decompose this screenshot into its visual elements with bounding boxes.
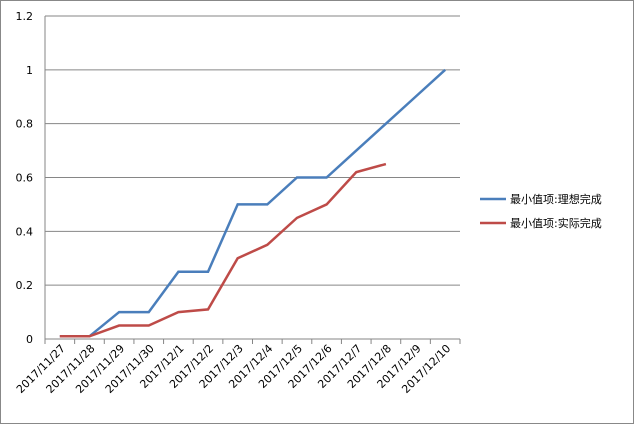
- y-tick-label: 0.4: [16, 225, 34, 238]
- y-tick-label: 1: [26, 64, 33, 77]
- y-tick-label: 0.6: [16, 172, 34, 185]
- series-line: [59, 68, 447, 338]
- y-tick-label: 0: [26, 333, 33, 346]
- y-tick-label: 0.2: [16, 279, 34, 292]
- y-tick-label: 1.2: [16, 10, 34, 23]
- legend-label: 最小值项:理想完成: [510, 192, 602, 206]
- legend-label: 最小值项:实际完成: [510, 216, 602, 230]
- series-line: [59, 162, 387, 338]
- y-tick-label: 0.8: [16, 118, 34, 131]
